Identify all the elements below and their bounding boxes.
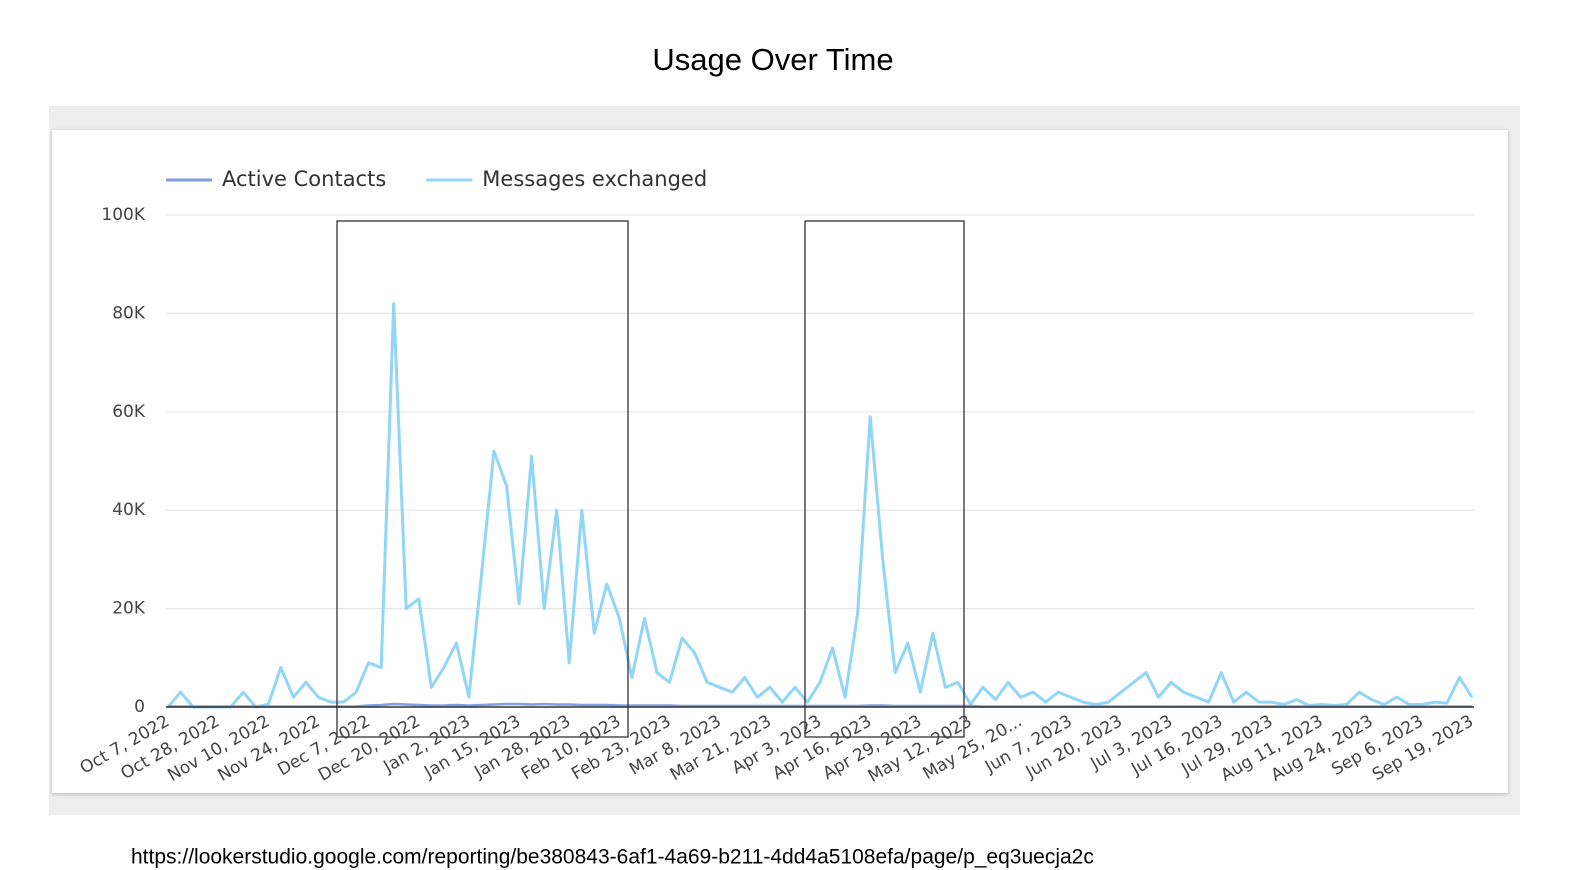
y-tick-label: 100K: [101, 205, 145, 225]
legend-label: Messages exchanged: [482, 167, 707, 191]
y-tick-label: 40K: [112, 500, 146, 520]
series-line: [166, 302, 1474, 709]
source-url: https://lookerstudio.google.com/reportin…: [131, 846, 1094, 869]
y-tick-label: 20K: [112, 599, 146, 619]
y-tick-label: 80K: [112, 303, 146, 323]
y-tick-label: 0: [134, 697, 145, 717]
legend-label: Active Contacts: [222, 167, 386, 191]
highlight-box: [336, 220, 629, 738]
chart-title: Usage Over Time: [652, 42, 893, 77]
legend: Active Contacts Messages exchanged: [166, 167, 707, 191]
y-tick-label: 60K: [112, 402, 146, 422]
highlight-box: [804, 220, 965, 738]
plot: [166, 302, 1474, 709]
chart-card: [52, 130, 1508, 793]
